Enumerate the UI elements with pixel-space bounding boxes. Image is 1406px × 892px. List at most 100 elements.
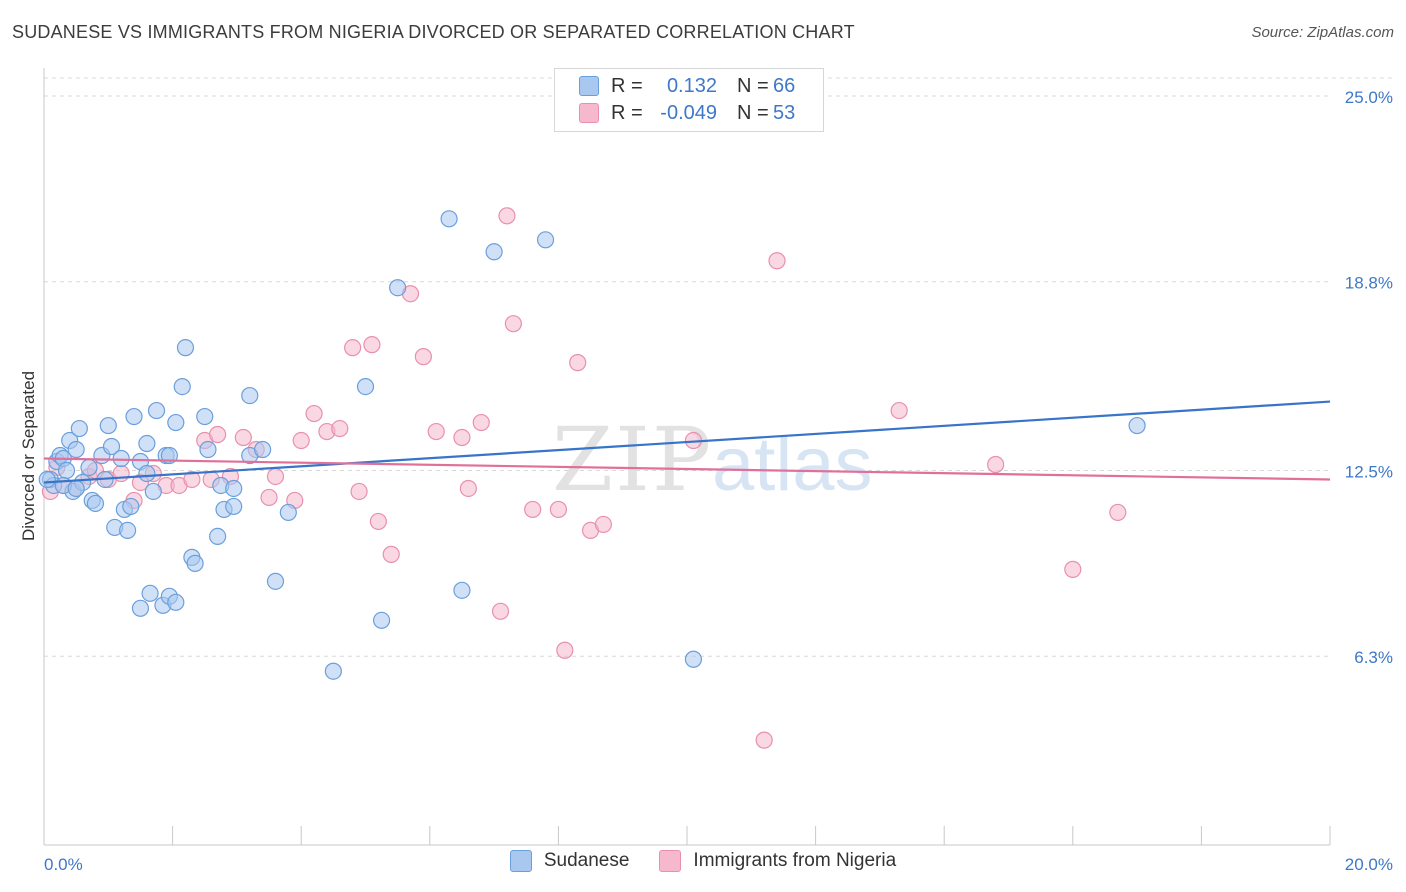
trend-layer	[43, 400, 1331, 484]
sudanese-point	[536, 231, 555, 249]
n-value: 66	[773, 74, 796, 97]
sudanese-point	[196, 407, 214, 426]
sudanese-point	[173, 377, 191, 396]
sudanese-point	[266, 572, 285, 590]
chart-title: SUDANESE VS IMMIGRANTS FROM NIGERIA DIVO…	[12, 22, 855, 42]
sudanese-point	[167, 413, 185, 432]
nigeria-point	[491, 602, 510, 620]
nigeria-point	[266, 467, 285, 486]
sudanese-point	[485, 243, 503, 261]
sudanese-point	[38, 470, 56, 489]
sudanese-point	[147, 401, 166, 420]
sudanese-point	[225, 479, 243, 498]
sudanese-point	[125, 407, 143, 426]
sudanese-point	[144, 482, 162, 501]
nigeria-point	[504, 315, 522, 333]
sudanese-point	[225, 497, 243, 516]
nigeria-point	[305, 404, 323, 423]
y-axis-label: Divorced or Separated	[19, 371, 38, 541]
source-label: Source: ZipAtlas.com	[1251, 24, 1394, 41]
legend-label: Immigrants from Nigeria	[693, 850, 897, 871]
sudanese-trendline	[43, 400, 1331, 484]
nigeria-point	[549, 500, 568, 519]
nigeria-point	[498, 207, 516, 225]
x-tick-label: 0.0%	[44, 855, 83, 874]
sudanese-point	[356, 377, 375, 396]
sudanese-point	[86, 494, 105, 513]
nigeria-point	[569, 354, 587, 372]
sudanese-point	[241, 386, 259, 405]
nigeria-swatch	[659, 850, 682, 872]
nigeria-point	[382, 545, 400, 563]
r-label: R =	[611, 74, 643, 97]
nigeria-point	[594, 515, 613, 534]
sudanese-point	[118, 521, 137, 540]
nigeria-point	[331, 419, 349, 438]
sudanese-point	[279, 503, 297, 522]
nigeria-point	[524, 500, 542, 519]
sudanese-point	[112, 449, 130, 468]
nigeria-point	[350, 482, 368, 501]
sudanese-point	[176, 339, 195, 357]
nigeria-point	[183, 470, 201, 489]
legend-item-nigeria[interactable]: Immigrants from Nigeria	[659, 850, 896, 872]
nigeria-swatch	[579, 103, 599, 123]
n-label: N =	[737, 74, 769, 97]
n-label: N =	[737, 101, 769, 124]
sudanese-point	[138, 464, 156, 483]
sudanese-point	[389, 279, 407, 297]
nigeria-point	[987, 455, 1005, 474]
sudanese-point	[684, 650, 703, 668]
sudanese-point	[324, 662, 342, 680]
sudanese-point	[199, 440, 217, 459]
series-legend: Sudanese Immigrants from Nigeria	[0, 850, 1406, 872]
x-tick-label: 20.0%	[1345, 855, 1393, 874]
y-tick-label: 18.8%	[1345, 274, 1393, 293]
nigeria-point	[427, 422, 445, 441]
sudanese-point	[141, 584, 159, 602]
sudanese-point	[99, 416, 117, 435]
nigeria-point	[1064, 560, 1082, 578]
nigeria-trendline	[43, 457, 1331, 481]
sudanese-point	[1128, 416, 1146, 435]
legend-label: Sudanese	[543, 850, 630, 871]
y-tick-label: 12.5%	[1345, 462, 1393, 481]
legend-item-sudanese[interactable]: Sudanese	[509, 850, 630, 872]
nigeria-point	[369, 512, 387, 531]
nigeria-point	[209, 425, 227, 444]
axis-layer: 6.3% 12.5% 18.8% 25.0% 0.0% 20.0% Divorced or …	[19, 68, 1393, 874]
nigeria-point	[344, 339, 362, 357]
nigeria-point	[890, 401, 908, 420]
legend-row-sudanese: R = 0.132 N = 66	[579, 73, 795, 99]
sudanese-swatch	[579, 76, 599, 96]
r-value: -0.049	[660, 101, 717, 124]
sudanese-point	[440, 210, 458, 228]
sudanese-point	[254, 440, 272, 459]
nigeria-point	[234, 428, 252, 447]
nigeria-point	[292, 431, 310, 450]
nigeria-point	[768, 252, 786, 270]
sudanese-point	[186, 554, 204, 572]
points-layer	[38, 207, 1146, 749]
sudanese-point	[67, 440, 85, 459]
nigeria-point	[363, 336, 381, 354]
nigeria-point	[556, 641, 574, 659]
nigeria-point	[112, 464, 130, 483]
sudanese-point	[453, 581, 471, 599]
watermark-zip: ZIP	[552, 408, 713, 511]
sudanese-point	[209, 527, 227, 546]
nigeria-point	[414, 348, 432, 366]
legend-row-nigeria: R = -0.049 N = 53	[579, 100, 795, 126]
sudanese-point	[70, 419, 88, 438]
sudanese-point	[80, 458, 98, 477]
sudanese-point	[67, 479, 85, 498]
r-value: 0.132	[666, 74, 717, 97]
n-value: 53	[773, 101, 796, 124]
nigeria-point	[459, 479, 477, 498]
nigeria-point	[755, 731, 773, 749]
nigeria-point	[260, 488, 278, 507]
sudanese-point	[57, 461, 76, 480]
nigeria-point	[472, 413, 490, 432]
r-label: R =	[611, 101, 643, 124]
